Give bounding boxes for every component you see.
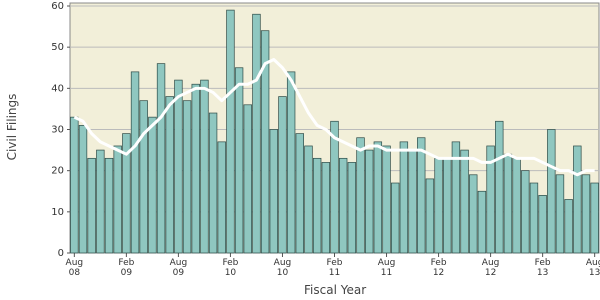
- bar: [165, 96, 174, 254]
- bar: [217, 141, 226, 254]
- bar: [130, 71, 140, 254]
- bar: [96, 149, 105, 254]
- bar: [399, 141, 409, 254]
- bar: [182, 100, 192, 254]
- bar: [356, 137, 365, 254]
- bar: [373, 141, 383, 254]
- bar: [330, 120, 339, 254]
- x-tick-label: Aug 09: [169, 258, 188, 278]
- bar: [547, 129, 556, 254]
- bar: [347, 162, 357, 254]
- bar: [243, 104, 252, 254]
- bar: [434, 157, 443, 254]
- x-tick-label: Feb 13: [534, 258, 551, 278]
- y-tick-label: 50: [51, 42, 64, 53]
- bar: [391, 182, 400, 254]
- bar: [304, 145, 313, 254]
- bar: [477, 190, 487, 254]
- bar: [425, 178, 435, 254]
- bar: [443, 157, 452, 254]
- x-tick-label: Aug 08: [65, 258, 84, 278]
- bar: [486, 145, 495, 254]
- bar: [469, 174, 478, 254]
- bar: [122, 133, 131, 254]
- bar: [338, 157, 348, 254]
- bar: [564, 199, 573, 254]
- bar: [260, 30, 270, 254]
- bar: [451, 141, 461, 254]
- bar: [208, 112, 218, 254]
- bar: [382, 145, 391, 254]
- bar: [269, 129, 278, 254]
- bar: [581, 174, 591, 254]
- x-tick-label: Feb 10: [222, 258, 239, 278]
- bar: [417, 137, 426, 254]
- bar: [495, 120, 504, 254]
- bar: [521, 170, 530, 254]
- bar: [174, 79, 183, 254]
- bar: [512, 157, 521, 254]
- y-tick-label: 10: [51, 207, 64, 218]
- y-tick-label: 30: [51, 125, 64, 136]
- bar: [139, 100, 148, 254]
- x-tick-label: Aug 10: [273, 258, 292, 278]
- bar: [70, 116, 79, 254]
- bar: [191, 83, 200, 254]
- bar: [312, 157, 322, 254]
- bar: [87, 157, 96, 254]
- x-tick-label: Feb 09: [118, 258, 135, 278]
- y-tick-label: 40: [51, 83, 64, 94]
- bar: [538, 195, 547, 254]
- bar: [78, 125, 88, 254]
- bar: [321, 162, 331, 254]
- bar: [113, 145, 122, 254]
- y-tick-label: 20: [51, 166, 64, 177]
- bar: [286, 71, 296, 254]
- y-tick-label: 60: [51, 1, 64, 12]
- bar: [460, 149, 469, 254]
- bar: [156, 63, 166, 254]
- bar: [278, 96, 287, 254]
- bar: [555, 174, 565, 254]
- bar: [252, 13, 261, 254]
- bar: [148, 116, 157, 254]
- bar: [200, 79, 209, 254]
- x-tick-label: Aug 12: [481, 258, 500, 278]
- y-tick-label: 0: [58, 248, 64, 259]
- bar: [365, 149, 374, 254]
- bar: [573, 145, 582, 254]
- x-tick-label: Feb 11: [326, 258, 343, 278]
- bar: [590, 182, 599, 254]
- x-tick-label: Aug 11: [377, 258, 396, 278]
- bar: [226, 9, 235, 254]
- moving-average-line: [73, 58, 595, 177]
- x-tick-label: Aug 13: [585, 258, 600, 278]
- y-axis-label: Civil Filings: [5, 93, 19, 161]
- bar: [408, 149, 417, 254]
- bar: [529, 182, 539, 254]
- x-tick-label: Feb 12: [430, 258, 447, 278]
- bar: [104, 157, 114, 254]
- bar: [503, 153, 513, 254]
- x-axis-label: Fiscal Year: [304, 283, 367, 297]
- bar: [234, 67, 244, 254]
- bar: [295, 133, 304, 254]
